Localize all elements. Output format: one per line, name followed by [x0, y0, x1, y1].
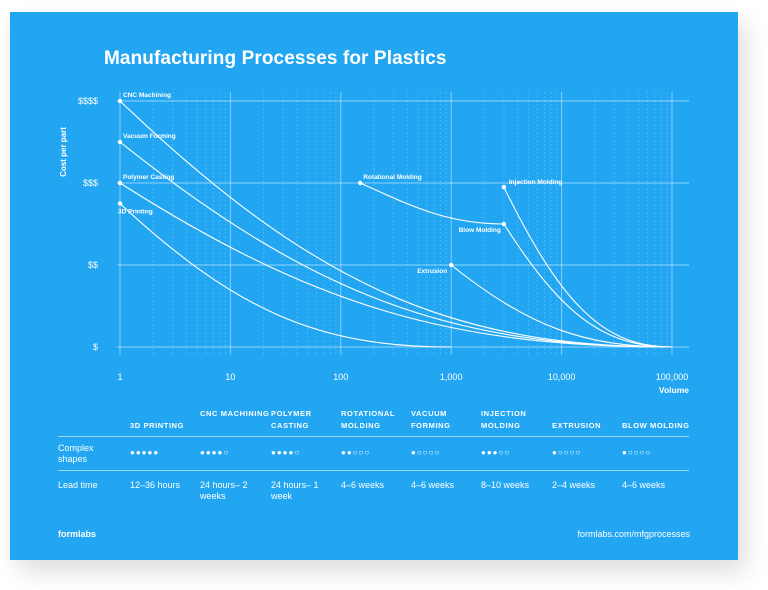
x-tick-label: 100: [333, 372, 348, 382]
series-label: 3D Printing: [118, 209, 153, 216]
table-header: 3D Printing: [130, 421, 185, 430]
lead-time-cell: 4–6 weeks: [411, 480, 455, 490]
series-line: [503, 223, 673, 348]
cost-volume-chart: $$$$$$$$$$1 10 100 1,000 10,000 100,000 CNC M…: [59, 92, 689, 395]
table-header: Polymer Casting: [271, 409, 312, 430]
series-label: Extrusion: [417, 268, 447, 275]
table-header: Injection Molding: [481, 409, 527, 430]
complexity-rating: ●●○○○: [341, 448, 371, 457]
series-line: [360, 182, 504, 225]
y-axis-label: Cost per part: [59, 127, 68, 177]
complexity-rating: ●○○○○: [552, 448, 582, 457]
complexity-rating: ●●●●●: [130, 448, 160, 457]
series-line: [119, 182, 673, 348]
complexity-rating: ●●●●○: [271, 448, 301, 457]
infographic-card: Manufacturing Processes for Plastics $ $$…: [10, 12, 738, 560]
y-tick-label: $$: [88, 260, 98, 270]
y-tick-label: $$$: [83, 178, 98, 188]
complexity-rating: ●○○○○: [622, 448, 652, 457]
series-line: [119, 203, 452, 348]
footer-url[interactable]: formlabs.com/mfgprocesses: [577, 529, 690, 539]
table-header: Extrusion: [552, 421, 602, 430]
x-tick-label: 100,000: [656, 372, 689, 382]
lead-time-cell: 24 hours– 2 weeks: [200, 480, 248, 501]
lead-time-cell: 12–36 hours: [130, 480, 181, 490]
lead-time-cell: 4–6 weeks: [341, 480, 385, 490]
series-point: [501, 221, 507, 227]
table-header: Blow Molding: [622, 421, 690, 430]
series-point: [117, 180, 123, 186]
series-point: [501, 184, 507, 190]
series-label: Rotational Molding: [363, 174, 422, 181]
table-header: CNC Machining: [200, 409, 270, 418]
series-label: Injection Molding: [509, 179, 562, 186]
table-header: Rotational Molding: [341, 409, 395, 430]
x-tick-label: 1: [117, 372, 122, 382]
series-point: [449, 262, 454, 268]
series-point: [117, 98, 123, 104]
lead-time-cell: 24 hours– 1 week: [271, 480, 319, 501]
x-axis-label: Volume: [659, 385, 689, 395]
complexity-rating: ●○○○○: [411, 448, 441, 457]
series-point: [358, 180, 363, 186]
brand-logo: formlabs: [58, 529, 97, 539]
series-line: [503, 186, 673, 348]
table-divider: [58, 436, 689, 437]
series-line: [119, 141, 673, 348]
series-label: Polymer Casting: [123, 174, 174, 181]
series-label: Blow Molding: [459, 227, 501, 234]
series-line: [119, 100, 673, 348]
lead-time-cell: 2–4 weeks: [552, 480, 596, 490]
chart-title: Manufacturing Processes for Plastics: [104, 48, 447, 69]
series-point: [117, 139, 123, 145]
x-tick-label: 1,000: [440, 372, 463, 382]
y-tick-label: $$$$: [78, 96, 98, 106]
table-row-label: Lead time: [58, 480, 98, 490]
series-point: [117, 201, 123, 206]
y-tick-label: $: [93, 342, 98, 352]
x-tick-label: 10: [225, 372, 235, 382]
complexity-rating: ●●●○○: [481, 448, 511, 457]
complexity-rating: ●●●●○: [200, 448, 230, 457]
series-line: [450, 264, 673, 348]
lead-time-cell: 4–6 weeks: [622, 480, 666, 490]
table-row-label: Complex shapes: [58, 443, 94, 464]
series-label: Vacuum Forming: [123, 133, 176, 140]
x-tick-label: 10,000: [548, 372, 576, 382]
lead-time-cell: 8–10 weeks: [481, 480, 530, 490]
table-header: Vacuum Forming: [411, 409, 451, 430]
series-label: CNC Machining: [123, 92, 171, 99]
table-divider: [58, 470, 689, 471]
